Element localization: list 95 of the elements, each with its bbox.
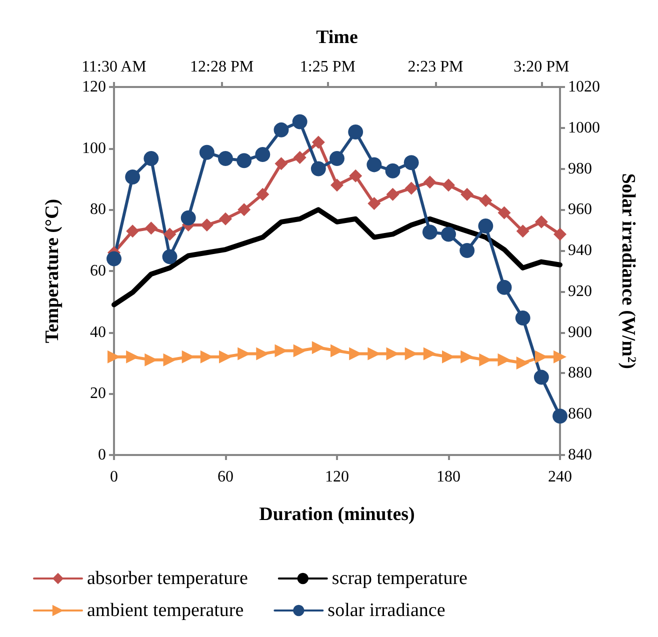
x-axis-title: Duration (minutes) [259, 504, 415, 525]
point [255, 146, 270, 162]
point [516, 224, 530, 238]
x2-tick-label: 12:28 PM [190, 58, 254, 76]
point [404, 155, 419, 170]
y2-tick-label: 980 [568, 160, 592, 178]
y-tick-label: 120 [82, 78, 106, 96]
point [368, 197, 381, 210]
point [348, 124, 364, 140]
point [442, 178, 455, 192]
point [163, 353, 176, 366]
point [534, 370, 549, 385]
point [515, 310, 530, 326]
point [312, 341, 325, 354]
y2-tick-label: 880 [568, 364, 592, 382]
point [478, 218, 494, 234]
point [144, 222, 158, 235]
point [292, 114, 308, 130]
x-tick-label: 180 [436, 468, 460, 486]
y-tick-label: 100 [82, 140, 106, 157]
point [106, 251, 122, 266]
y2-tick-label: 860 [568, 406, 592, 423]
point [256, 347, 270, 360]
y-tick-label: 20 [90, 385, 106, 402]
point [293, 151, 306, 164]
y2-tick-label: 960 [568, 201, 592, 218]
point [256, 188, 270, 201]
y2-tick-label: 940 [568, 242, 592, 260]
y2-tick-label: 1000 [568, 119, 600, 136]
point [385, 163, 400, 178]
point [498, 353, 511, 366]
point [554, 350, 566, 364]
x-tick-label: 240 [548, 468, 572, 486]
point [496, 280, 512, 295]
y2-tick-label: 1020 [568, 78, 600, 96]
point [422, 224, 438, 240]
point [498, 206, 511, 220]
point [162, 249, 178, 264]
point [144, 151, 159, 166]
point [386, 188, 400, 201]
y2-tick-label: 840 [568, 446, 592, 464]
y2-tick-label: 900 [568, 324, 592, 341]
point [310, 161, 326, 176]
point [516, 356, 530, 370]
x2-tick-label: 11:30 AM [82, 58, 146, 76]
point [460, 243, 475, 258]
legend-label: solar irradiance [328, 600, 446, 621]
point [312, 136, 325, 149]
y-axis-title: Temperature (°C) [42, 198, 63, 344]
legend-label: absorber temperature [87, 568, 248, 589]
x-tick-label: 120 [325, 468, 349, 486]
point [460, 188, 474, 201]
point [200, 218, 214, 232]
x2-tick-label: 2:23 PM [408, 58, 464, 76]
legend-label: scrap temperature [332, 568, 468, 589]
point [554, 228, 566, 241]
x-tick-label: 60 [218, 468, 234, 486]
point [330, 344, 344, 358]
point [460, 350, 474, 364]
point [274, 122, 289, 138]
x-tick-label: 0 [110, 468, 118, 486]
point [219, 212, 232, 226]
point [163, 228, 176, 241]
point [219, 350, 232, 364]
x2-axis-title: Time [316, 27, 358, 48]
point [125, 169, 140, 184]
point [238, 203, 251, 216]
x2-tick-label: 1:25 PM [300, 58, 356, 76]
point [552, 408, 568, 424]
point [479, 194, 492, 207]
y-tick-label: 40 [90, 324, 106, 341]
point [218, 151, 233, 166]
legend-label: ambient temperature [87, 600, 244, 621]
point [180, 210, 196, 226]
point [349, 169, 362, 182]
y-tick-label: 60 [90, 262, 106, 280]
point [330, 178, 344, 192]
y-tick-label: 0 [98, 446, 106, 464]
point [404, 182, 418, 195]
point [293, 344, 306, 358]
point [274, 157, 288, 170]
point [423, 347, 436, 360]
point [441, 226, 456, 242]
y-tick-label: 80 [90, 201, 106, 218]
point [330, 151, 344, 166]
point [423, 176, 436, 189]
point [126, 224, 140, 238]
point [534, 215, 548, 228]
y2-tick-label: 920 [568, 282, 592, 300]
x2-tick-label: 3:20 PM [514, 58, 570, 76]
y2-axis-title: Solar irradiance (W/m2) [618, 173, 639, 369]
point [236, 153, 252, 168]
point [199, 144, 214, 160]
point [366, 157, 382, 172]
point [126, 350, 140, 364]
